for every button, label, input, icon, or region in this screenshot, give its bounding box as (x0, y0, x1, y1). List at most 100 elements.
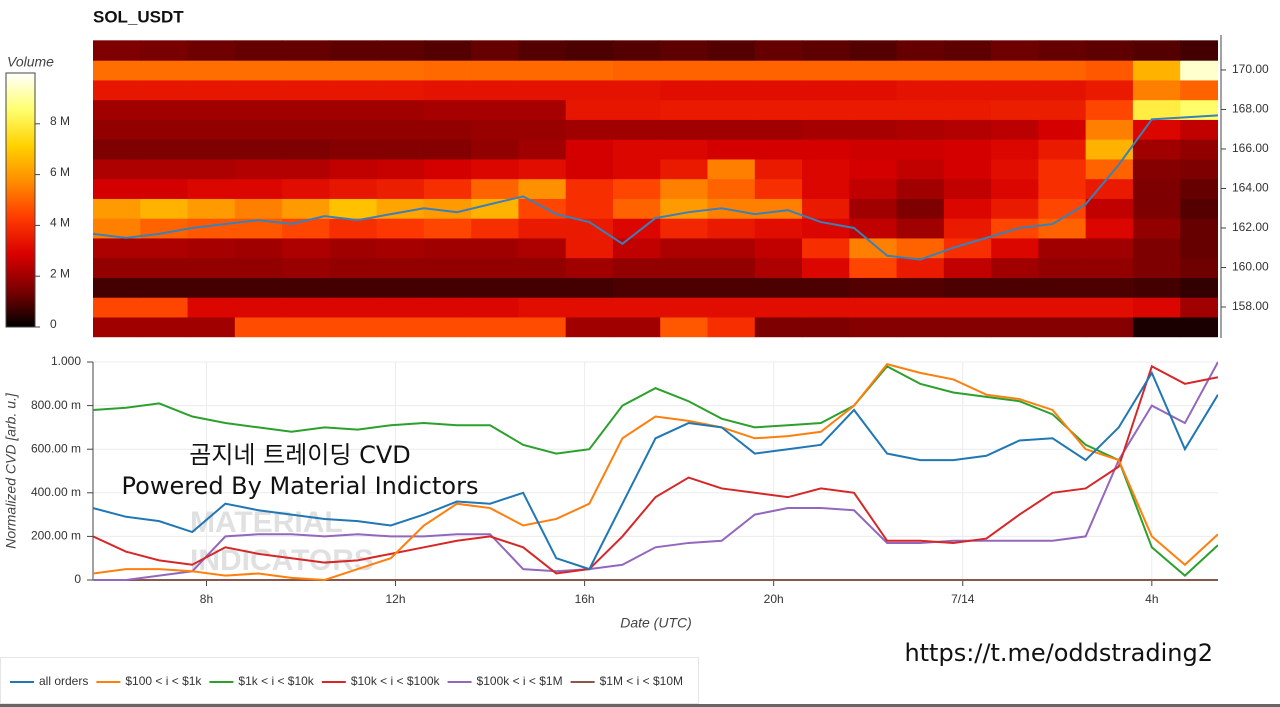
heatmap (93, 40, 1218, 338)
heat-cell (518, 79, 567, 101)
heat-cell (93, 257, 141, 278)
heat-cell (896, 79, 945, 101)
y-tick-label: 158.00 (1232, 299, 1269, 313)
heat-cell (234, 297, 283, 318)
heat-cell (660, 158, 709, 180)
heat-cell (187, 277, 236, 298)
heat-cell (423, 277, 472, 298)
heat-cell (1038, 218, 1087, 239)
heat-cell (802, 237, 850, 259)
heat-cell (423, 218, 472, 239)
heat-cell (1085, 60, 1134, 81)
heat-cell (423, 119, 472, 140)
heat-cell (660, 99, 709, 120)
heat-cell (896, 178, 945, 199)
heat-cell (565, 257, 614, 278)
heat-cell (1132, 79, 1181, 101)
heat-cell (1085, 316, 1134, 338)
heat-cell (1132, 297, 1181, 318)
heat-cell (565, 316, 614, 338)
heat-cell (234, 158, 283, 180)
heat-cell (754, 79, 803, 101)
heat-cell (849, 218, 898, 239)
heat-cell (754, 158, 803, 180)
heat-cell (802, 297, 850, 318)
heat-cell (376, 139, 425, 160)
heat-cell (896, 40, 945, 61)
heat-cell (943, 257, 992, 278)
heat-cell (754, 178, 803, 199)
heat-cell (1132, 60, 1181, 81)
heat-cell (943, 40, 992, 61)
heat-cell (282, 60, 330, 81)
heat-cell (187, 297, 236, 318)
heat-cell (1180, 178, 1218, 199)
x-tick-label: 8h (200, 592, 213, 606)
heat-cell (943, 297, 992, 318)
heat-cell (612, 119, 661, 140)
series-line (93, 364, 1218, 575)
heat-cell (991, 99, 1039, 120)
heat-cell (1038, 178, 1087, 199)
heat-cell (660, 119, 709, 140)
heat-cell (660, 178, 709, 199)
heat-cell (187, 198, 236, 219)
heat-cell (471, 99, 520, 120)
heat-cell (612, 277, 661, 298)
heat-cell (896, 139, 945, 160)
heat-cell (1180, 60, 1218, 81)
heat-cell (471, 277, 520, 298)
heat-cell (1038, 158, 1087, 180)
bottom-bar (0, 704, 1280, 707)
heat-cell (612, 99, 661, 120)
heat-cell (1038, 99, 1087, 120)
heat-cell (849, 119, 898, 140)
heat-cell (896, 316, 945, 338)
heat-cell (518, 158, 567, 180)
heat-cell (612, 198, 661, 219)
heat-cell (329, 218, 378, 239)
heat-cell (660, 218, 709, 239)
colorbar-tick-label: 2 M (50, 266, 70, 280)
heat-cell (282, 297, 330, 318)
heat-cell (234, 79, 283, 101)
heat-cell (1038, 119, 1087, 140)
legend-label: $1M < i < $10M (600, 674, 683, 688)
heat-cell (943, 119, 992, 140)
heat-cell (660, 257, 709, 278)
heat-cell (1132, 257, 1181, 278)
heat-cell (423, 60, 472, 81)
heat-cell (187, 99, 236, 120)
heat-cell (187, 257, 236, 278)
heat-cell (943, 316, 992, 338)
heat-cell (234, 218, 283, 239)
heat-cell (1085, 237, 1134, 259)
heat-cell (991, 40, 1039, 61)
heat-cell (140, 198, 189, 219)
heat-cell (943, 79, 992, 101)
heat-cell (565, 237, 614, 259)
heat-cell (329, 178, 378, 199)
heat-cell (754, 316, 803, 338)
heat-cell (754, 99, 803, 120)
heat-cell (282, 139, 330, 160)
heat-cell (849, 40, 898, 61)
heat-cell (376, 237, 425, 259)
heat-cell (187, 139, 236, 160)
x-tick-label: 4h (1145, 592, 1158, 606)
heat-cell (423, 237, 472, 259)
heat-cell (849, 178, 898, 199)
series-line (93, 370, 1218, 571)
y-tick-label: 166.00 (1232, 141, 1269, 155)
heat-cell (471, 198, 520, 219)
heat-cell (329, 316, 378, 338)
heat-cell (518, 297, 567, 318)
heat-cell (1038, 257, 1087, 278)
heat-cell (754, 198, 803, 219)
heat-cell (849, 257, 898, 278)
heat-cell (518, 218, 567, 239)
heat-cell (991, 79, 1039, 101)
heat-cell (1085, 257, 1134, 278)
heat-cell (849, 198, 898, 219)
heat-cell (93, 237, 141, 259)
